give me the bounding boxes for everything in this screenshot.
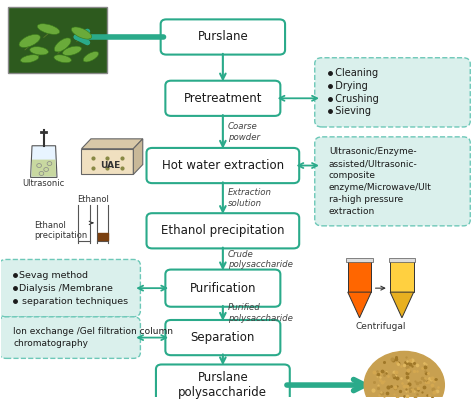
FancyBboxPatch shape: [165, 270, 280, 307]
FancyBboxPatch shape: [161, 19, 285, 54]
Polygon shape: [348, 292, 371, 318]
FancyBboxPatch shape: [389, 258, 415, 262]
Text: Ethanol: Ethanol: [77, 195, 109, 204]
Text: separation techniques: separation techniques: [13, 297, 128, 305]
Text: ra-high pressure: ra-high pressure: [329, 195, 403, 204]
Ellipse shape: [63, 46, 82, 56]
Text: composite: composite: [329, 171, 376, 180]
FancyBboxPatch shape: [315, 137, 470, 226]
Ellipse shape: [30, 47, 48, 55]
Text: Crude
polysaccharide: Crude polysaccharide: [228, 250, 292, 269]
FancyBboxPatch shape: [315, 58, 470, 127]
Polygon shape: [133, 139, 143, 174]
Polygon shape: [390, 292, 414, 318]
Text: Sieving: Sieving: [329, 106, 371, 116]
Text: assisted/Ultrasonic-: assisted/Ultrasonic-: [329, 159, 418, 168]
FancyBboxPatch shape: [390, 260, 414, 292]
Text: Purslane
polysaccharide: Purslane polysaccharide: [178, 371, 267, 399]
FancyBboxPatch shape: [9, 7, 108, 73]
Text: Purification: Purification: [190, 282, 256, 295]
FancyBboxPatch shape: [156, 364, 290, 403]
Polygon shape: [82, 139, 143, 149]
FancyBboxPatch shape: [165, 81, 280, 116]
FancyBboxPatch shape: [346, 258, 373, 262]
FancyBboxPatch shape: [0, 260, 140, 317]
Text: Ultrasonic: Ultrasonic: [23, 179, 65, 188]
Ellipse shape: [55, 38, 71, 52]
Text: Purified
polysaccharide: Purified polysaccharide: [228, 303, 292, 322]
Text: Coarse
powder: Coarse powder: [228, 122, 260, 141]
FancyBboxPatch shape: [146, 148, 299, 183]
Polygon shape: [82, 149, 133, 174]
Text: chromatography: chromatography: [13, 339, 88, 348]
Text: Dialysis /Membrane: Dialysis /Membrane: [13, 284, 113, 293]
Ellipse shape: [54, 55, 72, 63]
Text: UAE: UAE: [100, 161, 120, 170]
Ellipse shape: [83, 52, 99, 62]
Text: Drying: Drying: [329, 81, 368, 91]
Text: Ethanol
precipitation: Ethanol precipitation: [35, 221, 88, 241]
Text: Sevag method: Sevag method: [13, 271, 88, 280]
Ellipse shape: [72, 27, 91, 39]
Circle shape: [364, 351, 444, 403]
Text: Pretreatment: Pretreatment: [183, 92, 262, 105]
Text: enzyme/Microwave/Ult: enzyme/Microwave/Ult: [329, 183, 432, 192]
Text: extraction: extraction: [329, 206, 375, 216]
Text: Hot water extraction: Hot water extraction: [162, 159, 284, 172]
Polygon shape: [31, 146, 57, 177]
Text: Ion exchange /Gel filtration column: Ion exchange /Gel filtration column: [13, 327, 173, 336]
Text: Cleaning: Cleaning: [329, 68, 378, 78]
Text: Extraction
solution: Extraction solution: [228, 189, 272, 208]
FancyBboxPatch shape: [348, 260, 371, 292]
Text: Ethanol precipitation: Ethanol precipitation: [161, 224, 284, 237]
Text: Centrifugal: Centrifugal: [356, 322, 406, 331]
FancyBboxPatch shape: [0, 317, 140, 358]
Text: Crushing: Crushing: [329, 94, 379, 104]
Text: Purslane: Purslane: [198, 31, 248, 44]
Ellipse shape: [37, 24, 60, 34]
Text: Separation: Separation: [191, 331, 255, 344]
Ellipse shape: [19, 34, 40, 48]
FancyBboxPatch shape: [165, 320, 280, 355]
Polygon shape: [32, 160, 56, 177]
Text: Ultrasonic/Enzyme-: Ultrasonic/Enzyme-: [329, 147, 417, 156]
Ellipse shape: [20, 55, 39, 63]
FancyBboxPatch shape: [146, 213, 299, 248]
